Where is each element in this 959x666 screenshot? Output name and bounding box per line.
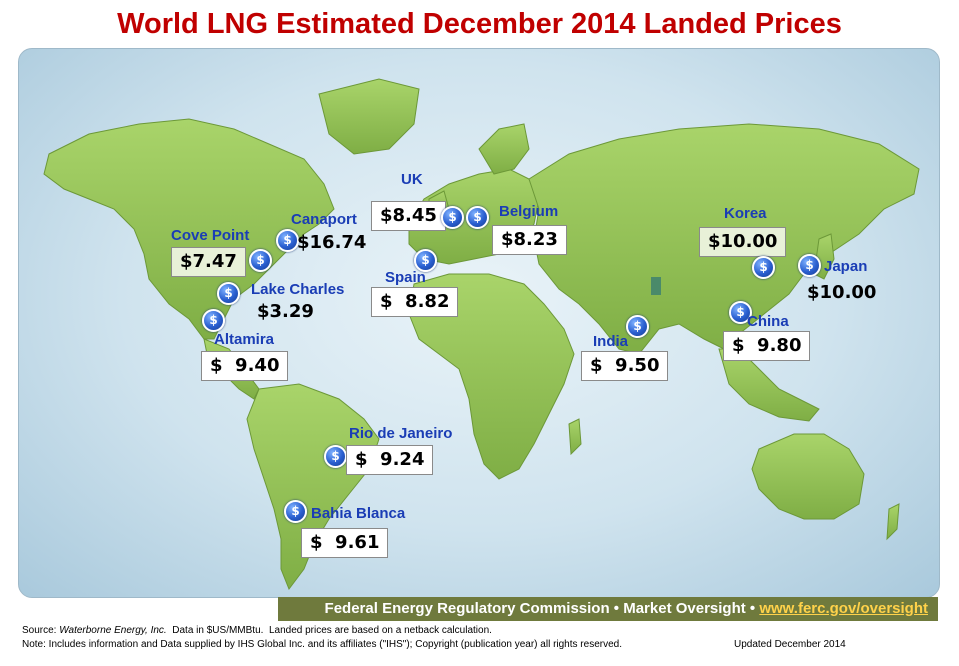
- price-uk: $8.45: [371, 201, 446, 231]
- dollar-icon[interactable]: $: [202, 309, 225, 332]
- price-canaport: $16.74: [297, 232, 367, 253]
- source-note: Source: Waterborne Energy, Inc. Data in …: [22, 625, 492, 636]
- dollar-icon[interactable]: $: [249, 249, 272, 272]
- price-cove-point: $7.47: [171, 247, 246, 277]
- dollar-icon[interactable]: $: [276, 229, 299, 252]
- south-america-land: [246, 383, 380, 591]
- price-china: $ 9.80: [723, 331, 811, 361]
- price-india: $ 9.50: [581, 351, 669, 381]
- source-text: Data in $US/MMBtu. Landed prices are bas…: [166, 625, 492, 636]
- price-lake-charles: $3.29: [257, 301, 314, 322]
- world-landmass: [43, 78, 920, 591]
- port-label-china: China: [747, 313, 789, 330]
- dollar-icon[interactable]: $: [324, 445, 347, 468]
- port-label-lake-charles: Lake Charles: [251, 281, 345, 298]
- dollar-icon[interactable]: $: [729, 301, 752, 324]
- dollar-icon[interactable]: $: [626, 315, 649, 338]
- footer-agency: Federal Energy Regulatory Commission • M…: [324, 600, 760, 617]
- port-label-spain: Spain: [385, 269, 426, 286]
- port-label-india: India: [593, 333, 629, 350]
- port-label-canaport: Canaport: [291, 211, 357, 228]
- price-spain: $ 8.82: [371, 287, 459, 317]
- port-label-uk: UK: [401, 171, 423, 188]
- port-label-bahia-blanca: Bahia Blanca: [311, 505, 406, 522]
- port-label-rio-de-janeiro: Rio de Janeiro: [349, 425, 453, 442]
- dollar-icon[interactable]: $: [284, 500, 307, 523]
- port-label-altamira: Altamira: [214, 331, 275, 348]
- north-america-land: [43, 118, 335, 340]
- dollar-icon[interactable]: $: [414, 249, 437, 272]
- price-belgium: $8.23: [492, 225, 567, 255]
- footer-bar: Federal Energy Regulatory Commission • M…: [278, 597, 938, 621]
- new-zealand-land: [886, 503, 900, 541]
- map-title: World LNG Estimated December 2014 Landed…: [117, 8, 842, 40]
- port-label-belgium: Belgium: [499, 203, 559, 220]
- price-bahia-blanca: $ 9.61: [301, 528, 389, 558]
- southeast-asia-land: [718, 348, 820, 422]
- source-provider: Waterborne Energy, Inc.: [59, 625, 167, 636]
- price-korea: $10.00: [699, 227, 787, 257]
- australia-land: [751, 433, 865, 520]
- dollar-icon[interactable]: $: [798, 254, 821, 277]
- dollar-icon[interactable]: $: [217, 282, 240, 305]
- world-map: UK $8.45 $ $ Belgium $8.23 Canaport $ $1…: [18, 48, 940, 598]
- port-label-korea: Korea: [724, 205, 767, 222]
- copyright-note: Note: Includes information and Data supp…: [22, 639, 622, 650]
- scandinavia-land: [478, 123, 530, 175]
- greenland-land: [318, 78, 420, 155]
- dollar-icon[interactable]: $: [466, 206, 489, 229]
- source-prefix: Source:: [22, 625, 60, 636]
- dollar-icon[interactable]: $: [752, 256, 775, 279]
- india-marker-rect: [651, 277, 661, 295]
- dollar-icon[interactable]: $: [441, 206, 464, 229]
- footer-link[interactable]: www.ferc.gov/oversight: [759, 600, 928, 617]
- updated-date: Updated December 2014: [734, 639, 846, 650]
- price-rio-de-janeiro: $ 9.24: [346, 445, 434, 475]
- africa-land: [408, 273, 575, 480]
- price-japan: $10.00: [807, 282, 877, 303]
- port-label-japan: Japan: [824, 258, 868, 275]
- madagascar-land: [568, 418, 582, 456]
- footer-text: Federal Energy Regulatory Commission • M…: [325, 600, 928, 617]
- port-label-cove-point: Cove Point: [171, 227, 250, 244]
- price-altamira: $ 9.40: [201, 351, 289, 381]
